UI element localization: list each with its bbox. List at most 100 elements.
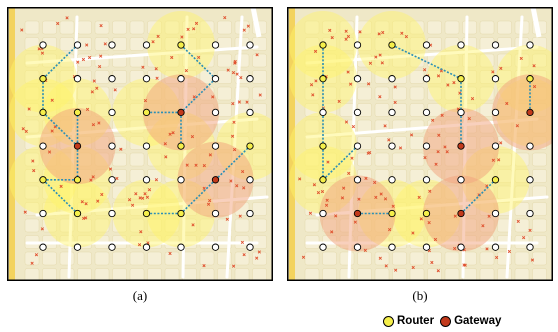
candidate-node (457, 243, 465, 251)
client-marker (108, 167, 113, 171)
client-marker (411, 231, 415, 235)
client-marker (197, 55, 201, 60)
client-marker (532, 84, 537, 89)
candidate-node (319, 108, 327, 117)
client-marker (337, 99, 341, 103)
client-marker (324, 203, 329, 207)
client-marker (163, 142, 167, 146)
client-marker (59, 184, 63, 188)
router-node (39, 108, 47, 117)
client-marker (316, 191, 321, 195)
client-marker (155, 76, 159, 80)
client-marker (147, 188, 152, 192)
candidate-node (211, 108, 220, 117)
client-marker (115, 176, 119, 181)
mesh-link-4 (42, 179, 79, 215)
candidate-node (353, 108, 362, 117)
client-marker (453, 214, 457, 218)
candidate-node (211, 75, 220, 83)
client-marker (350, 156, 354, 160)
client-marker (127, 198, 132, 202)
router-node (142, 108, 151, 117)
client-marker (192, 27, 196, 31)
client-marker (246, 24, 250, 28)
client-marker (357, 197, 361, 201)
client-marker (445, 150, 449, 154)
router-node (177, 142, 185, 150)
client-marker (50, 129, 54, 133)
client-marker (427, 220, 431, 225)
client-marker (491, 70, 495, 74)
mesh-link-1 (42, 111, 79, 147)
client-marker (137, 243, 142, 247)
main-road (9, 7, 15, 281)
candidate-node (422, 142, 431, 150)
client-marker (84, 216, 88, 220)
client-marker (103, 42, 107, 46)
client-marker (516, 219, 520, 223)
router-node (491, 176, 500, 184)
client-marker (391, 204, 395, 208)
client-marker (348, 82, 353, 86)
client-marker (223, 16, 227, 20)
candidate-node (211, 41, 220, 49)
candidate-node (353, 243, 362, 251)
client-marker (423, 155, 427, 160)
candidate-node (39, 209, 47, 218)
client-marker (374, 195, 378, 199)
client-marker (40, 51, 45, 55)
client-marker (119, 147, 123, 151)
client-marker (378, 95, 382, 99)
client-marker (208, 153, 212, 157)
legend: Router Gateway (383, 313, 507, 329)
client-marker (240, 240, 245, 245)
candidate-node (491, 41, 500, 49)
client-marker (374, 55, 378, 59)
client-marker (98, 64, 102, 69)
router-node (73, 176, 82, 184)
client-marker (326, 160, 330, 164)
caption-a: (a) (132, 288, 148, 303)
client-marker (430, 260, 434, 265)
candidate-node (491, 209, 500, 218)
candidate-node (526, 176, 534, 184)
client-marker (344, 37, 348, 41)
candidate-node (73, 41, 82, 49)
client-marker (91, 175, 95, 179)
client-marker (151, 40, 155, 44)
client-marker (90, 90, 94, 94)
client-marker (242, 186, 246, 190)
client-marker (154, 67, 158, 71)
client-marker (330, 35, 334, 40)
client-marker (97, 121, 101, 125)
client-marker (168, 251, 172, 256)
router-node (319, 41, 327, 49)
candidate-node (246, 243, 254, 251)
client-marker (238, 214, 242, 218)
mesh-link-7 (180, 44, 217, 80)
client-marker (358, 30, 362, 34)
mesh-network-map-a (7, 7, 273, 281)
client-marker (342, 186, 346, 190)
client-marker (346, 34, 351, 39)
client-marker (95, 86, 99, 90)
client-marker (364, 176, 368, 180)
client-marker (242, 28, 246, 32)
client-marker (257, 250, 261, 254)
client-marker (491, 158, 495, 162)
client-marker (20, 28, 24, 32)
candidate-node (491, 243, 500, 251)
router-node (39, 176, 47, 184)
candidate-node (422, 41, 431, 49)
client-marker (378, 256, 382, 260)
candidate-node (108, 209, 116, 218)
client-marker (130, 203, 135, 207)
client-marker (334, 214, 338, 218)
client-marker (89, 178, 93, 182)
candidate-node (39, 243, 47, 251)
client-marker (91, 123, 96, 127)
client-marker (440, 113, 444, 117)
client-marker (373, 180, 377, 185)
router-node (319, 75, 327, 83)
candidate-node (108, 142, 116, 150)
